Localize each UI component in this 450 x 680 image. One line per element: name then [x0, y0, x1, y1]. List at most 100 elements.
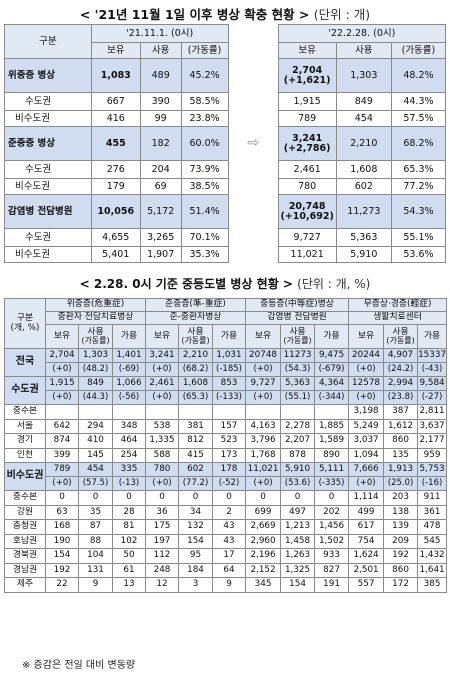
cell-value: 112	[145, 548, 179, 564]
col-header-use-rate: (가동률)	[181, 335, 210, 345]
cell-value: 43	[211, 533, 247, 549]
cell-value: 65.3%	[390, 160, 447, 179]
col-header: 보유	[277, 42, 337, 59]
row-label: 서울	[4, 418, 46, 434]
cell-value: 2,461	[145, 376, 179, 391]
row-label: 충청권	[4, 519, 46, 535]
cell-value: 4,364	[314, 376, 350, 391]
cell-value: 2,669	[245, 519, 282, 535]
group-header: 준중증(準-重症)	[144, 298, 247, 312]
col-header: (가동률)	[390, 42, 447, 59]
cell-value: 860	[383, 433, 419, 449]
row-label: 경기	[4, 433, 46, 449]
cell-value: 3,796	[245, 433, 282, 449]
table-row: 서울 642 294 348 538 381 157 4,163 2,278 1,885 5,249…	[4, 418, 448, 434]
table-row: 경남권 192 131 61 248 184 64 2,152 1,325 827 2,501 860…	[4, 562, 448, 578]
cell-value: 415	[178, 447, 213, 463]
cell-value: 204	[139, 160, 182, 179]
total-value: 2,704	[292, 64, 323, 76]
cell-value: 197	[145, 533, 179, 549]
cell-value: 780	[277, 178, 337, 195]
cell-value: 202	[314, 504, 350, 520]
delta-value: (-43)	[417, 362, 448, 377]
row-label: 호남권	[4, 533, 46, 549]
delta-value: (-13)	[112, 476, 146, 491]
table-row: 중수본 0 0 0 0 0 0 0 0 0 1,114 203 911	[4, 490, 448, 506]
delta-value: (+0)	[45, 476, 79, 491]
row-label: 제주	[4, 577, 46, 593]
cell-value: 3	[178, 577, 213, 593]
cell-value: 827	[314, 562, 350, 578]
cell-value: 890	[314, 447, 350, 463]
cell-value	[211, 404, 247, 420]
cell-value: 138	[383, 504, 419, 520]
cell-value: 55.1%	[390, 228, 447, 247]
total-value: 20,748	[288, 200, 326, 212]
cell-value: 0	[112, 490, 146, 506]
cell-value: 348	[112, 418, 146, 434]
cell-value: 489	[139, 58, 182, 93]
cell-value: 2	[211, 504, 247, 520]
cell-value: 557	[348, 577, 385, 593]
cell-value: 2,501	[348, 562, 385, 578]
row-label: 수도권	[4, 160, 92, 179]
cell-value: 20,748 (+10,692)	[277, 194, 337, 229]
table-row: 위중증 병상 1,083 489 45.2% 2,704 (+1,621) 1,303 48.…	[4, 58, 447, 93]
cell-value: 789	[277, 110, 337, 127]
delta-value: (-335)	[314, 476, 350, 491]
table-row-delta: (+0) (48.2) (-69) (+0) (68.2) (-185) (+0) (54.3…	[5, 362, 448, 377]
cell-value	[112, 404, 146, 420]
delta-value: (25.0)	[383, 476, 419, 491]
cell-value: 1,915	[277, 92, 337, 111]
delta-value: (+0)	[245, 362, 282, 377]
cell-value: 45.2%	[180, 58, 229, 93]
table-row: 준중증 병상 455 182 60.0% 3,241 (+2,786) 2,210 68.2%	[4, 126, 447, 161]
cell-value: 57.5%	[390, 110, 447, 127]
cell-value: 294	[78, 418, 113, 434]
cell-value: 5,401	[90, 246, 141, 263]
row-label: 위중증 병상	[4, 58, 92, 93]
col-header-avail: 가용	[314, 324, 350, 349]
delta-value: (+0)	[145, 390, 179, 405]
cell-value: 70.1%	[180, 228, 229, 247]
row-label: 비수도권	[4, 246, 92, 263]
cell-value: 87	[78, 519, 113, 535]
table-row: 제주 22 9 13 12 3 9 345 154 191 557 172 385	[4, 577, 448, 593]
cell-value: 36	[145, 504, 179, 520]
row-label: 경북권	[4, 548, 46, 564]
delta-value: (+0)	[145, 476, 179, 491]
total-value: 3,241	[292, 132, 323, 144]
table-row: 수도권 667 390 58.5% 1,915 849 44.3%	[4, 92, 447, 111]
cell-value: 0	[145, 490, 179, 506]
cell-value: 2,461	[277, 160, 337, 179]
cell-value: 812	[178, 433, 213, 449]
group-header: 위중증(危重症)	[45, 298, 146, 312]
cell-value	[178, 404, 213, 420]
cell-value: 2,960	[245, 533, 282, 549]
delta-value: (-679)	[314, 362, 350, 377]
cell-value: 617	[348, 519, 385, 535]
table1-title: < '21년 11월 1일 이후 병상 확충 현황 > (단위 : 개)	[0, 4, 450, 23]
cell-value: 4,655	[90, 228, 141, 247]
cell-value: 135	[383, 447, 419, 463]
cell-value: 1,456	[314, 519, 350, 535]
cell-value: 0	[211, 490, 247, 506]
cell-value: 1,612	[383, 418, 419, 434]
cell-value: 99	[139, 110, 182, 127]
row-label: 수도권	[4, 376, 46, 405]
cell-value: 1,213	[280, 519, 316, 535]
cell-value: 35.3%	[180, 246, 229, 263]
table2-title-text: < 2.28. 0시 기준 중등도별 병상 현황 >	[79, 277, 293, 291]
cell-value: 2,177	[417, 433, 448, 449]
row-label: 강원	[4, 504, 46, 520]
cell-value: 58.5%	[180, 92, 229, 111]
cell-value: 9	[211, 577, 247, 593]
cell-value: 12578	[348, 376, 385, 391]
group-subheader: 중환자 전담치료병상	[45, 311, 146, 325]
cell-value: 68.2%	[390, 126, 447, 161]
cell-value: 254	[112, 447, 146, 463]
cell-value: 2,210	[335, 126, 392, 161]
delta-value: (+0)	[245, 390, 282, 405]
cell-value: 11,021	[277, 246, 337, 263]
cell-value: 11273	[280, 348, 316, 363]
